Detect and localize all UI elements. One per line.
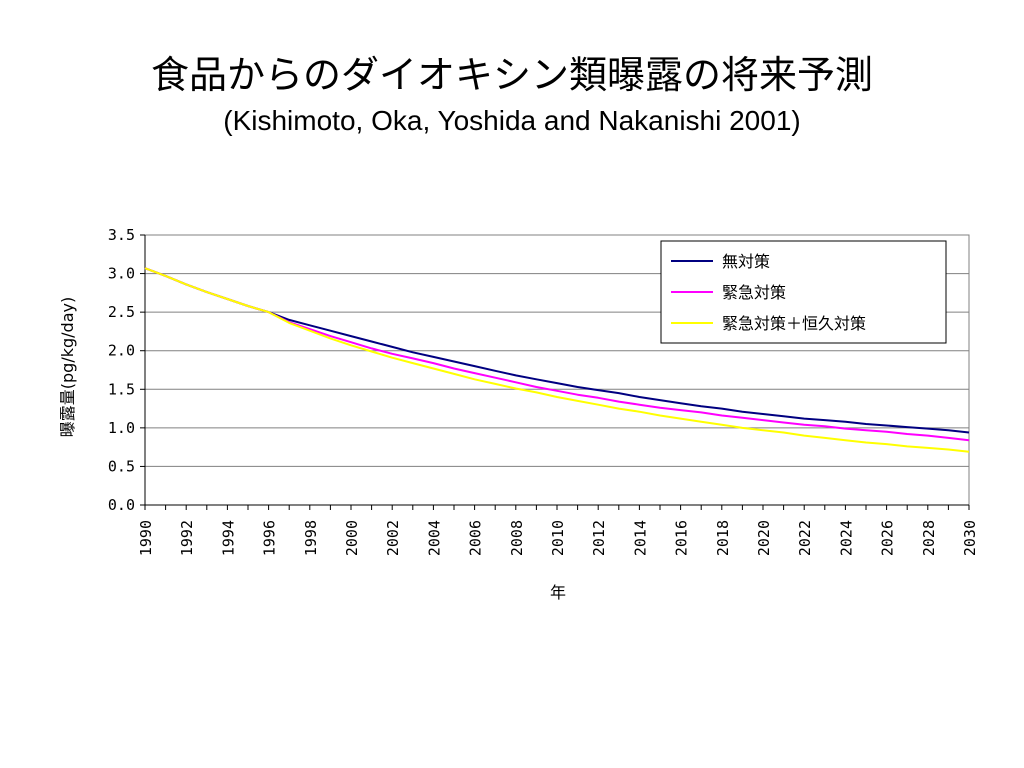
- x-tick-label: 2010: [549, 520, 567, 556]
- x-tick-label: 2030: [961, 520, 979, 556]
- slide-subtitle: (Kishimoto, Oka, Yoshida and Nakanishi 2…: [223, 105, 801, 136]
- x-tick-label: 2014: [631, 520, 649, 556]
- legend-label-1: 無対策: [722, 252, 770, 271]
- x-tick-label: 2016: [673, 520, 691, 556]
- x-tick-label: 1992: [178, 520, 196, 556]
- x-tick-label: 2028: [920, 520, 938, 556]
- x-axis-title: 年: [550, 583, 566, 602]
- x-tick-label: 2020: [755, 520, 773, 556]
- x-tick-label: 1998: [302, 520, 320, 556]
- x-tick-label: 2024: [837, 520, 855, 556]
- series-line-3: [144, 267, 970, 453]
- x-tick-label: 2006: [467, 520, 485, 556]
- x-tick-label: 2002: [384, 520, 402, 556]
- y-tick-label: 3.5: [108, 226, 135, 244]
- slide-title: 食品からのダイオキシン類曝露の将来予測: [150, 53, 873, 97]
- y-axis-title: 曝露量(pg/kg/day): [58, 297, 77, 437]
- y-tick-label: 1.5: [108, 380, 135, 398]
- x-tick-label: 2022: [796, 520, 814, 556]
- y-tick-label: 2.5: [108, 303, 135, 321]
- x-tick-label: 2012: [590, 520, 608, 556]
- y-tick-label: 2.0: [108, 342, 135, 360]
- x-tick-label: 2004: [425, 520, 443, 556]
- y-tick-label: 3.0: [108, 265, 135, 283]
- x-tick-label: 2008: [508, 520, 526, 556]
- x-tick-label: 2000: [343, 520, 361, 556]
- legend-label-2: 緊急対策: [722, 283, 786, 302]
- series-line-1: [144, 267, 970, 434]
- x-tick-label: 1994: [219, 520, 237, 556]
- y-tick-label: 1.0: [108, 419, 135, 437]
- x-tick-label: 2026: [879, 520, 897, 556]
- y-tick-label: 0.0: [108, 496, 135, 514]
- x-tick-label: 1996: [261, 520, 279, 556]
- y-tick-label: 0.5: [108, 457, 135, 475]
- legend-label-3: 緊急対策＋恒久対策: [722, 314, 866, 333]
- x-tick-label: 1990: [137, 520, 155, 556]
- x-tick-label: 2018: [714, 520, 732, 556]
